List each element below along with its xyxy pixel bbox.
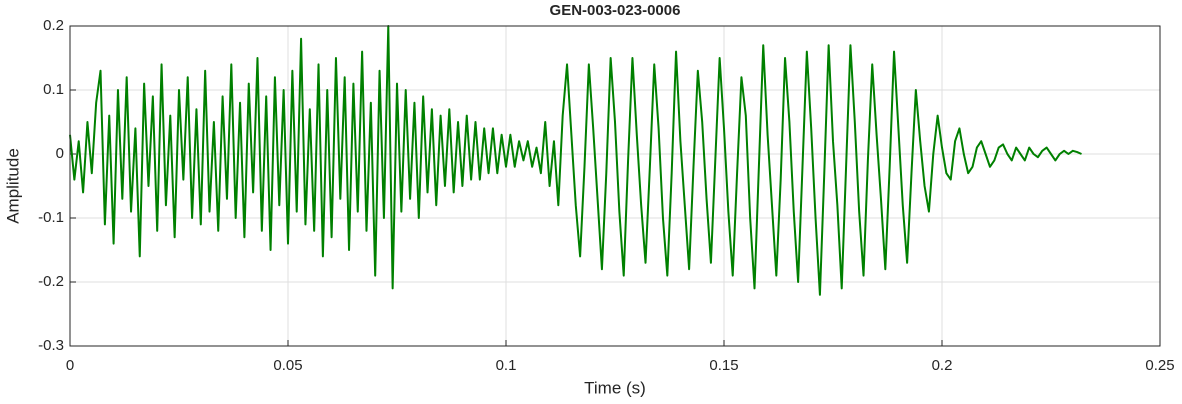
y-tick-label: -0.3 <box>38 337 64 354</box>
x-tick-label: 0.15 <box>709 357 738 374</box>
waveform-line <box>69 25 1082 296</box>
x-tick-label: 0.05 <box>273 357 302 374</box>
x-tick-label: 0.2 <box>932 357 953 374</box>
chart-title: GEN-003-023-0006 <box>550 2 681 19</box>
y-tick-label: 0.1 <box>43 81 64 98</box>
y-tick-label: -0.2 <box>38 273 64 290</box>
y-axis-label: Amplitude <box>3 148 22 224</box>
x-tick-label: 0.1 <box>496 357 517 374</box>
plot-area <box>70 26 1160 346</box>
y-tick-label: -0.1 <box>38 209 64 226</box>
x-tick-label: 0 <box>66 357 74 374</box>
x-tick-label: 0.25 <box>1145 357 1174 374</box>
y-tick-label: 0.2 <box>43 17 64 34</box>
x-axis-label: Time (s) <box>584 378 646 397</box>
axes-frame <box>69 25 1161 347</box>
y-tick-label: 0 <box>56 145 64 162</box>
